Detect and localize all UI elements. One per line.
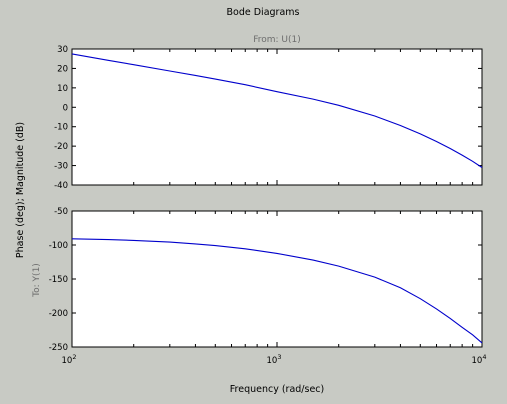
y-tick-label: -40 — [54, 181, 68, 191]
x-tick-base: 10 — [267, 356, 278, 366]
y-tick-label: -250 — [49, 343, 68, 353]
y-tick-label: 10 — [57, 84, 68, 94]
y-tick-label: -10 — [54, 123, 68, 133]
magnitude-series-line — [71, 53, 483, 168]
x-tick-exponent: 4 — [482, 353, 486, 361]
y-axis-label: Phase (deg); Magnitude (dB) — [15, 122, 26, 258]
x-tick-label: 104 — [472, 353, 487, 366]
magnitude-panel: 30 20 10 0 -10 -20 -30 -40 — [54, 45, 483, 191]
y-tick-label: -150 — [49, 275, 68, 285]
y-tick-label: -30 — [54, 162, 68, 172]
y-tick-label: 0 — [63, 103, 68, 113]
y-tick-label: 30 — [57, 45, 68, 55]
x-tick-exponent: 3 — [277, 353, 281, 361]
plot-area — [71, 48, 483, 186]
y-tick-label: -50 — [54, 207, 68, 217]
to-label: To: Y(1) — [32, 263, 42, 298]
x-tick-exponent: 2 — [72, 353, 76, 361]
y-tick-label: -100 — [49, 241, 68, 251]
x-tick-label: 103 — [267, 353, 282, 366]
from-label: From: U(1) — [253, 35, 301, 45]
phase-series-line — [71, 238, 483, 344]
x-tick-label: 102 — [62, 353, 77, 366]
x-tick-base: 10 — [472, 356, 483, 366]
x-axis-label: Frequency (rad/sec) — [230, 384, 325, 395]
y-tick-label: -20 — [54, 142, 68, 152]
y-tick-label: 20 — [57, 64, 68, 74]
plot-area — [71, 210, 483, 348]
figure-title: Bode Diagrams — [227, 7, 300, 18]
x-tick-base: 10 — [62, 356, 73, 366]
y-tick-label: -200 — [49, 309, 68, 319]
